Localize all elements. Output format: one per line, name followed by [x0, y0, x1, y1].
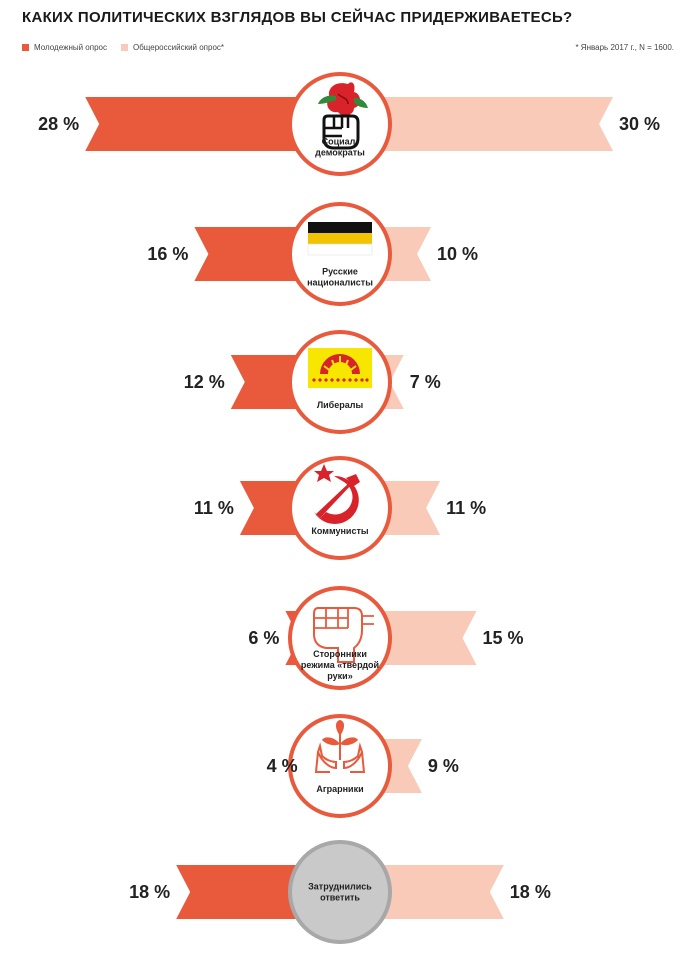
category-label: режима «твердой — [301, 660, 379, 670]
category-label: демократы — [315, 148, 365, 158]
imperial-flag-icon — [307, 221, 373, 256]
sample-note: * Январь 2017 г., N = 1600. — [575, 43, 674, 52]
legend-label-youth: Молодежный опрос — [34, 43, 107, 52]
category-badge — [288, 840, 392, 944]
value-label-national: 10 % — [437, 244, 478, 264]
category-label: Сторонники — [313, 649, 367, 659]
value-label-national: 11 % — [446, 498, 486, 518]
category-label: Аграрники — [316, 784, 363, 794]
legend-item-national: Общероссийский опрос* — [120, 43, 225, 52]
legend: Молодежный опрос Общероссийский опрос* — [22, 43, 238, 52]
legend-item-youth: Молодежный опрос — [22, 43, 107, 52]
category-badge — [288, 456, 392, 560]
category-label: ответить — [320, 893, 360, 903]
value-label-youth: 16 % — [147, 244, 188, 264]
value-label-youth: 4 % — [267, 756, 298, 776]
value-label-national: 9 % — [428, 756, 459, 776]
yabloko-flag-icon — [307, 347, 373, 389]
category-label: националисты — [307, 278, 373, 288]
category-label: руки» — [327, 671, 352, 681]
category-badge — [288, 714, 392, 818]
bar-youth — [85, 97, 340, 151]
value-label-national: 18 % — [510, 882, 551, 902]
category-label: Социал- — [322, 137, 359, 147]
chart-title: КАКИХ ПОЛИТИЧЕСКИХ ВЗГЛЯДОВ ВЫ СЕЙЧАС ПР… — [22, 9, 573, 26]
legend-swatch-youth — [22, 44, 29, 51]
value-label-national: 7 % — [410, 372, 441, 392]
category-label: Коммунисты — [311, 526, 368, 536]
value-label-youth: 11 % — [194, 498, 234, 518]
value-label-youth: 28 % — [38, 114, 79, 134]
bar-national — [340, 97, 613, 151]
legend-swatch-national — [120, 44, 128, 51]
value-label-youth: 6 % — [248, 628, 279, 648]
category-label: Либералы — [317, 400, 364, 410]
category-label: Затруднились — [308, 882, 372, 892]
value-label-national: 30 % — [619, 114, 660, 134]
category-label: Русские — [322, 267, 358, 277]
value-label-national: 15 % — [483, 628, 524, 648]
legend-label-national: Общероссийский опрос* — [132, 43, 225, 52]
value-label-youth: 12 % — [184, 372, 225, 392]
value-label-youth: 18 % — [129, 882, 170, 902]
